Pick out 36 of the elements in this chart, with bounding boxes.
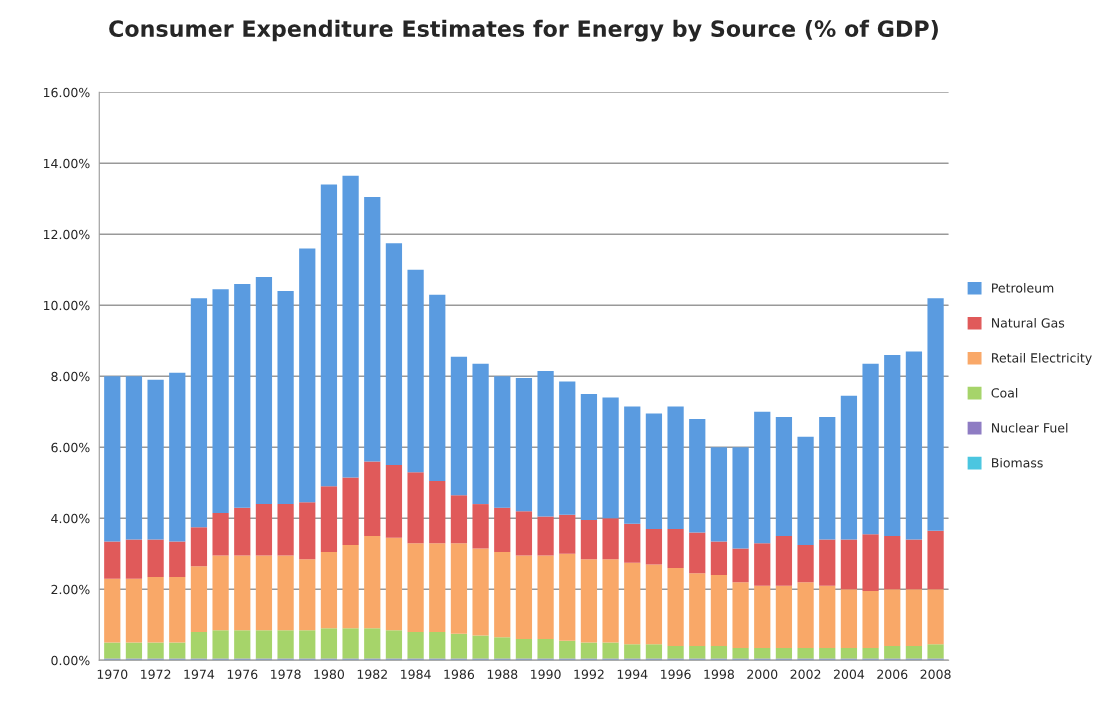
legend-label: Coal bbox=[991, 387, 1018, 398]
x-tick-label: 1998 bbox=[704, 669, 734, 679]
x-tick-label: 2000 bbox=[747, 669, 778, 679]
x-tick-label: 1994 bbox=[617, 669, 648, 679]
y-tick-label: 0.00% bbox=[51, 655, 90, 666]
legend-label: Natural Gas bbox=[992, 317, 1065, 328]
x-tick-label: 2004 bbox=[833, 669, 865, 679]
legend-label: Biomass bbox=[992, 457, 1043, 468]
x-tick-label: 2002 bbox=[790, 669, 821, 679]
x-tick-label: 1978 bbox=[271, 669, 301, 679]
legend-label: Nuclear Fuel bbox=[992, 422, 1068, 433]
y-tick-label: 2.00% bbox=[51, 584, 90, 595]
y-tick-label: 12.00% bbox=[43, 229, 90, 240]
y-tick-label: 14.00% bbox=[43, 158, 90, 169]
legend-label: Petroleum bbox=[992, 283, 1054, 293]
x-tick-label: 1986 bbox=[444, 669, 475, 679]
x-tick-label: 1974 bbox=[184, 669, 215, 679]
x-tick-label: 1984 bbox=[401, 669, 431, 679]
y-tick-label: 4.00% bbox=[51, 513, 90, 524]
x-tick-label: 1980 bbox=[314, 669, 345, 679]
legend-label: Retail Electricity bbox=[992, 352, 1092, 366]
x-tick-label: 1982 bbox=[357, 669, 387, 679]
y-tick-label: 6.00% bbox=[51, 442, 90, 453]
x-tick-label: 1976 bbox=[227, 669, 258, 679]
x-tick-label: 1996 bbox=[661, 669, 691, 679]
x-tick-label: 2006 bbox=[877, 669, 908, 679]
x-tick-label: 1970 bbox=[97, 669, 128, 679]
x-tick-label: 2008 bbox=[920, 669, 951, 679]
x-tick-label: 1992 bbox=[574, 669, 604, 679]
x-tick-label: 1988 bbox=[487, 669, 518, 679]
x-tick-label: 1990 bbox=[531, 669, 561, 679]
chart-title: Consumer Expenditure Estimates for Energy by Source (% of GDP) bbox=[109, 19, 938, 42]
y-tick-label: 8.00% bbox=[51, 371, 90, 382]
y-tick-label: 10.00% bbox=[43, 300, 90, 311]
y-tick-label: 16.00% bbox=[43, 87, 90, 98]
x-tick-label: 1972 bbox=[141, 669, 171, 679]
